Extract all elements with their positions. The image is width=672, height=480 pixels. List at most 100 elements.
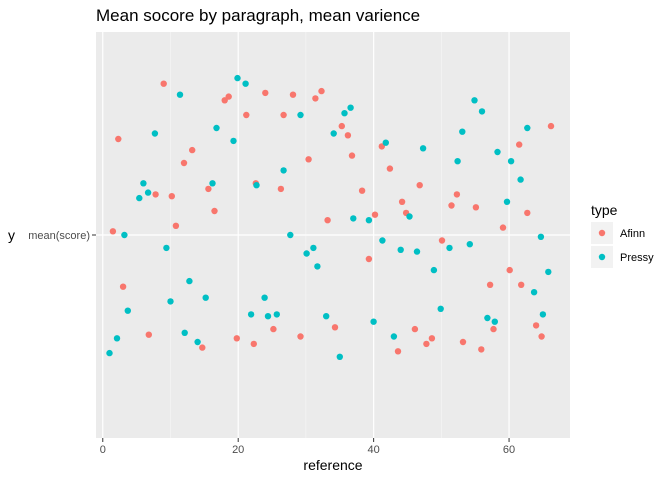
x-tick-label: 60: [503, 444, 515, 456]
data-point: [347, 104, 354, 111]
data-point: [379, 237, 386, 244]
data-point: [140, 180, 147, 187]
data-point: [144, 189, 152, 196]
data-point: [338, 122, 345, 130]
data-point: [168, 193, 175, 200]
data-point: [230, 137, 237, 145]
data-point: [172, 222, 180, 229]
data-point: [430, 266, 438, 274]
data-point: [181, 329, 188, 336]
data-point: [419, 145, 427, 152]
data-point: [151, 130, 159, 137]
data-point: [289, 91, 297, 98]
data-point: [538, 333, 545, 340]
data-point: [397, 246, 404, 253]
data-point: [494, 148, 501, 156]
data-point: [503, 198, 511, 205]
data-point: [323, 313, 330, 320]
data-point: [124, 307, 131, 314]
legend-label: Pressy: [620, 252, 654, 264]
data-point: [437, 305, 444, 312]
data-point: [273, 311, 280, 318]
data-point: [406, 213, 413, 220]
data-point: [106, 349, 113, 357]
data-point: [411, 325, 419, 333]
data-point: [371, 211, 379, 218]
data-point: [446, 244, 453, 252]
data-point: [330, 130, 337, 137]
data-point: [234, 74, 241, 82]
data-point: [176, 91, 184, 98]
data-point: [136, 194, 143, 202]
data-point: [537, 233, 545, 240]
data-point: [348, 152, 356, 159]
series-pressy: [106, 74, 552, 360]
chart-title: Mean socore by paragraph, mean varience: [96, 6, 420, 25]
data-point: [189, 146, 196, 154]
data-point: [211, 207, 218, 215]
data-point: [194, 338, 201, 346]
data-point: [270, 325, 277, 333]
data-point: [453, 191, 461, 198]
data-point: [167, 298, 174, 305]
data-point: [250, 340, 257, 348]
data-point: [341, 110, 348, 117]
data-point: [416, 182, 423, 189]
data-point: [280, 167, 287, 174]
legend-title: type: [591, 202, 618, 218]
data-point: [394, 348, 402, 355]
data-point: [472, 204, 480, 211]
data-point: [499, 224, 507, 231]
data-point: [484, 314, 491, 322]
data-point: [518, 281, 525, 288]
data-point: [303, 250, 310, 257]
data-point: [115, 135, 122, 143]
x-axis: 0 20 40 60: [100, 438, 515, 456]
data-point: [516, 141, 523, 148]
data-point: [277, 185, 285, 193]
data-points: [106, 74, 555, 360]
y-tick-label: mean(score): [28, 230, 90, 242]
data-point: [233, 335, 240, 342]
data-point: [358, 187, 366, 194]
legend-item-afinn: Afinn: [591, 222, 645, 244]
data-point: [186, 277, 193, 285]
data-point: [287, 231, 294, 239]
data-point: [365, 255, 373, 263]
data-point: [109, 228, 117, 235]
data-point: [264, 313, 272, 320]
data-point: [428, 335, 436, 342]
data-point: [547, 122, 555, 130]
data-point: [202, 294, 209, 301]
data-point: [331, 324, 339, 331]
data-point: [180, 159, 188, 167]
data-point: [310, 244, 317, 252]
data-point: [491, 318, 498, 325]
data-point: [152, 191, 159, 198]
data-point: [243, 111, 250, 119]
data-point: [478, 346, 485, 353]
data-point: [225, 93, 232, 100]
data-point: [163, 244, 170, 252]
data-point: [545, 268, 552, 276]
legend: type Afinn Pressy: [591, 202, 654, 268]
data-point: [438, 237, 446, 244]
data-point: [386, 165, 394, 172]
data-point: [247, 311, 255, 318]
data-point: [365, 217, 373, 224]
data-point: [213, 124, 220, 132]
data-point: [506, 266, 513, 274]
data-point: [145, 331, 152, 338]
data-point: [398, 198, 406, 205]
x-tick-label: 0: [100, 444, 106, 456]
data-point: [448, 202, 455, 209]
data-point: [459, 338, 467, 346]
data-point: [305, 156, 312, 163]
data-point: [242, 80, 249, 87]
data-point: [314, 263, 321, 270]
data-point: [507, 158, 515, 165]
data-point: [280, 111, 287, 119]
data-point: [490, 325, 497, 333]
data-point: [350, 215, 357, 222]
